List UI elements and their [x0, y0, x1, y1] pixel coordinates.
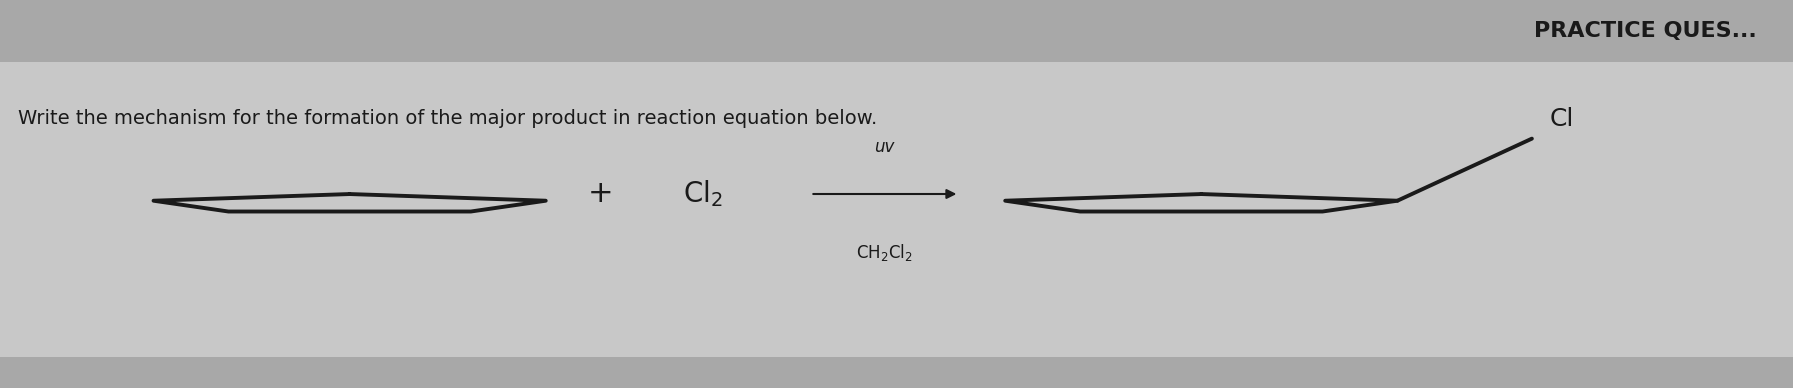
Text: Cl$_2$: Cl$_2$ [683, 178, 723, 210]
Text: Write the mechanism for the formation of the major product in reaction equation : Write the mechanism for the formation of… [18, 109, 877, 128]
Text: PRACTICE QUES...: PRACTICE QUES... [1535, 21, 1757, 41]
Text: +: + [588, 180, 613, 208]
Text: Cl: Cl [1549, 107, 1574, 131]
Text: CH$_2$Cl$_2$: CH$_2$Cl$_2$ [855, 242, 913, 263]
Text: uv: uv [873, 139, 895, 156]
Bar [0, 357, 1793, 388]
Bar [0, 0, 1793, 62]
